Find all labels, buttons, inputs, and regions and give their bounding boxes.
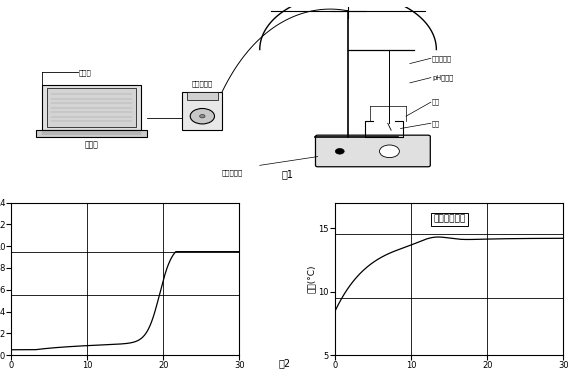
Text: 计算机: 计算机 <box>84 140 98 149</box>
Circle shape <box>190 108 215 124</box>
Text: 磁子: 磁子 <box>432 120 440 127</box>
Text: 温度传感器: 温度传感器 <box>432 55 452 61</box>
Text: 磁力搅拌器: 磁力搅拌器 <box>221 169 243 176</box>
Circle shape <box>200 114 205 118</box>
FancyBboxPatch shape <box>47 88 135 127</box>
Circle shape <box>380 145 399 158</box>
Text: 烧杯: 烧杯 <box>432 99 440 105</box>
FancyBboxPatch shape <box>183 92 222 130</box>
FancyBboxPatch shape <box>315 135 430 167</box>
Text: 酸碱中和滴定: 酸碱中和滴定 <box>433 215 465 224</box>
Text: 图2: 图2 <box>278 358 291 368</box>
Text: pH传感器: pH传感器 <box>432 74 453 81</box>
Circle shape <box>335 148 344 154</box>
FancyBboxPatch shape <box>187 92 218 100</box>
Text: 数据采集器: 数据采集器 <box>192 81 213 87</box>
FancyBboxPatch shape <box>42 85 141 130</box>
Text: 接投影: 接投影 <box>79 69 92 75</box>
Y-axis label: 温度(°C): 温度(°C) <box>307 265 316 293</box>
FancyBboxPatch shape <box>36 130 147 137</box>
Text: 图1: 图1 <box>281 169 294 179</box>
